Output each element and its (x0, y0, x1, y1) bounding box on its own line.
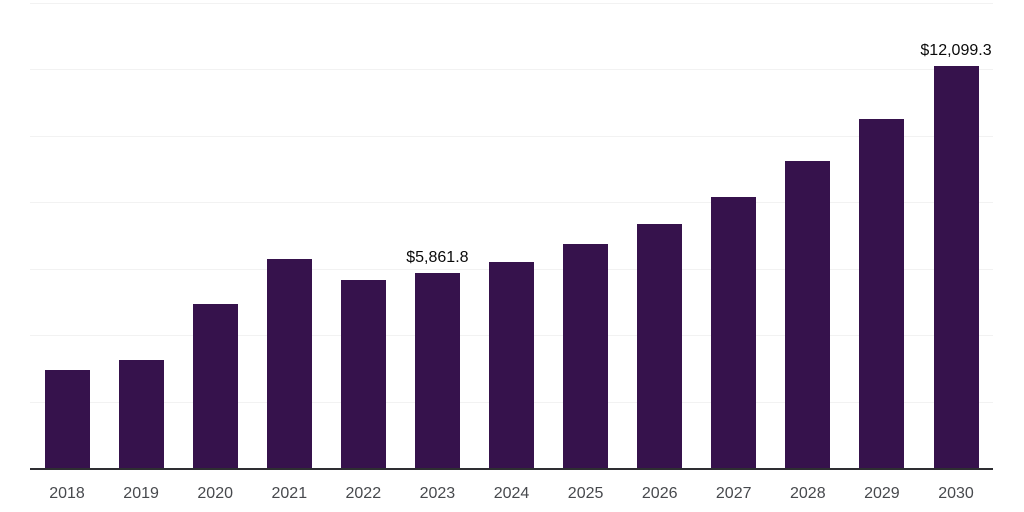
bar-2028 (785, 161, 831, 468)
bar-2019 (118, 359, 164, 468)
x-tick-2023: 2023 (419, 485, 456, 502)
x-tick-2028: 2028 (790, 485, 826, 502)
bar-2026 (637, 223, 683, 468)
x-tick-2019: 2019 (123, 485, 159, 502)
bar-2020 (192, 303, 238, 468)
bar-2029 (859, 118, 905, 468)
x-tick-2025: 2025 (567, 485, 604, 502)
x-tick-2020: 2020 (197, 485, 233, 502)
bar-2021 (266, 259, 312, 468)
bar-2018 (44, 369, 90, 468)
x-tick-2018: 2018 (49, 485, 85, 502)
x-tick-2022: 2022 (345, 485, 382, 502)
x-tick-2024: 2024 (493, 485, 530, 502)
x-tick-2027: 2027 (715, 485, 752, 502)
gridline-12000 (30, 69, 993, 70)
gridline-14000 (30, 3, 993, 4)
value-label-2023: $5,861.8 (406, 249, 469, 267)
gridline-8000 (30, 202, 993, 203)
bar-2024 (489, 262, 534, 468)
bar-2030 (933, 66, 979, 468)
gridline-10000 (30, 136, 993, 137)
x-tick-2029: 2029 (864, 485, 900, 502)
x-tick-2026: 2026 (641, 485, 678, 502)
x-tick-2021: 2021 (271, 485, 308, 502)
bar-2023 (414, 273, 460, 468)
bar-2022 (340, 280, 386, 468)
bar-2027 (711, 197, 757, 468)
bar-2025 (563, 244, 609, 468)
value-label-2030: $12,099.3 (920, 42, 992, 60)
x-tick-2030: 2030 (938, 485, 974, 502)
x-axis-line (30, 468, 993, 470)
